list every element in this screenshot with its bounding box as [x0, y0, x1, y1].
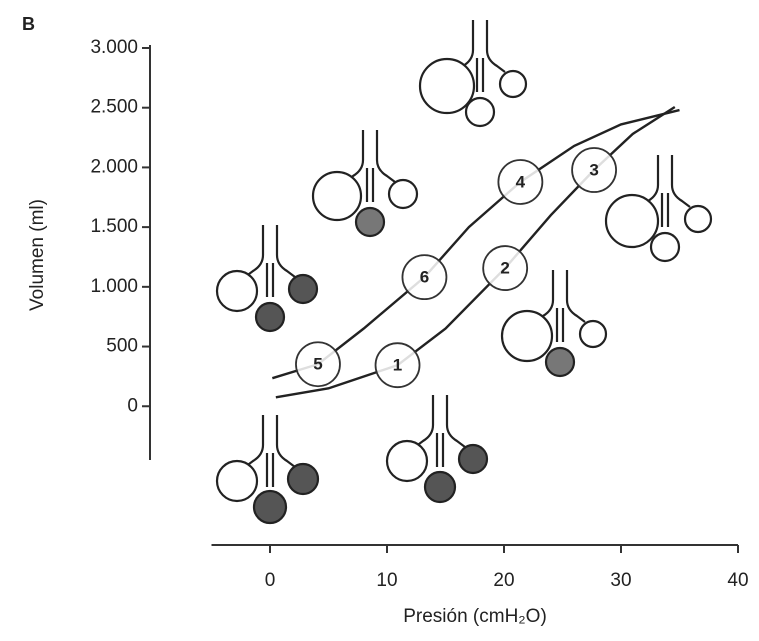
alveoli-icon — [311, 128, 419, 238]
point-label: 3 — [589, 161, 598, 180]
point-marker — [571, 147, 617, 193]
y-tick-label: 2.500 — [90, 97, 138, 118]
point-label: 5 — [313, 355, 322, 374]
point-label: 6 — [420, 268, 429, 287]
y-tick-label: 500 — [106, 336, 138, 357]
y-tick-label: 1.500 — [90, 216, 138, 237]
alveoli-icon — [215, 223, 319, 333]
point-marker — [482, 245, 529, 291]
alveoli-icon — [418, 18, 528, 128]
panel-label: B — [22, 14, 35, 34]
point-marker — [295, 341, 341, 388]
point-label: 1 — [393, 356, 402, 375]
alveoli-icon — [215, 413, 320, 525]
point-marker — [374, 342, 421, 389]
x-tick-label: 30 — [610, 570, 631, 591]
y-tick-label: 0 — [127, 395, 138, 416]
y-tick-label: 2.000 — [90, 156, 138, 177]
x-tick-label: 20 — [493, 570, 514, 591]
alveoli-icon — [604, 153, 713, 263]
point-marker — [497, 159, 544, 205]
y-tick-label: 1.000 — [90, 276, 138, 297]
x-tick-label: 10 — [376, 570, 397, 591]
x-tick-label: 0 — [265, 570, 276, 591]
alveoli-icon — [385, 393, 489, 504]
y-axis-title: Volumen (ml) — [27, 199, 48, 311]
point-label: 4 — [516, 172, 526, 191]
x-tick-label: 40 — [727, 570, 748, 591]
point-marker — [401, 254, 448, 301]
point-label: 2 — [500, 259, 509, 278]
alveoli-illustrations — [215, 18, 713, 525]
y-tick-label: 3.000 — [90, 37, 138, 58]
x-axis-title: Presión (cmH₂O) — [403, 606, 547, 627]
